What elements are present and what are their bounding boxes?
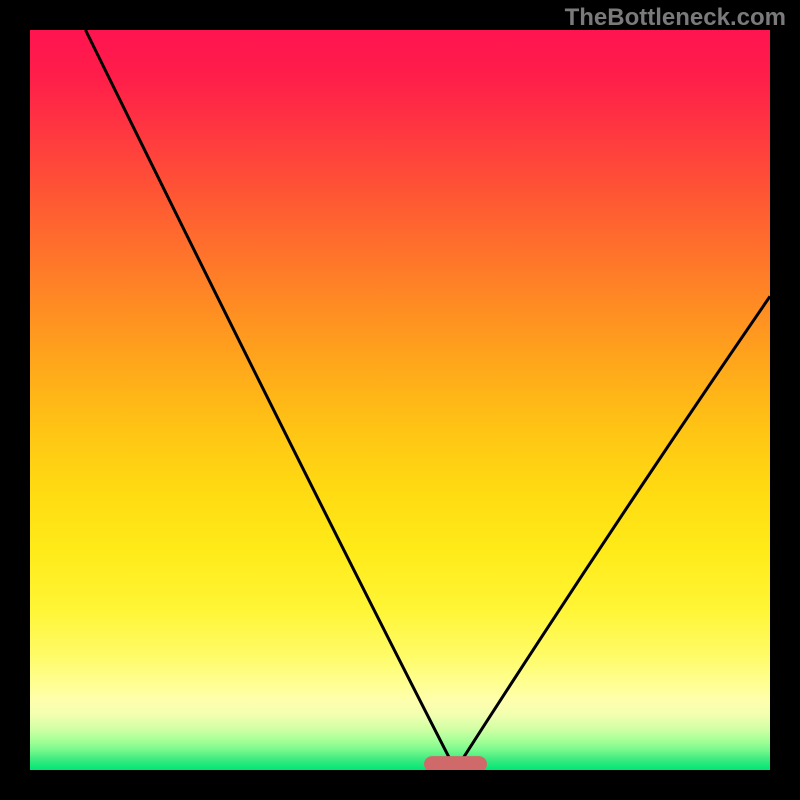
optimal-range-marker <box>424 756 487 772</box>
chart-container: TheBottleneck.com <box>0 0 800 800</box>
bottleneck-chart-svg <box>0 0 800 800</box>
watermark-text: TheBottleneck.com <box>565 4 786 32</box>
